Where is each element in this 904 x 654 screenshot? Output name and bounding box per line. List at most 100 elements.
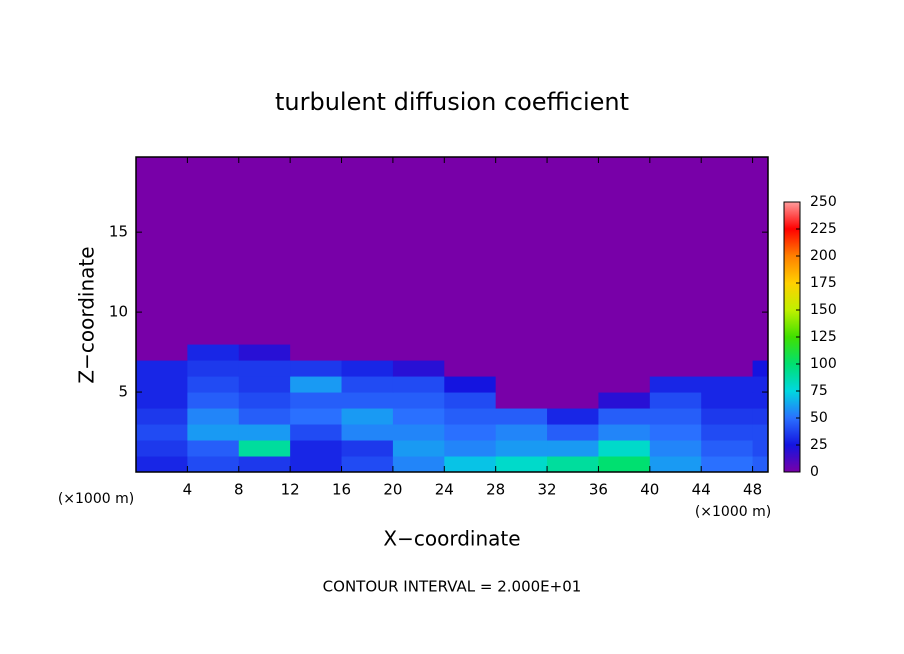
cell	[444, 456, 497, 473]
plot-frame	[135, 156, 769, 473]
cell	[444, 344, 497, 361]
cell	[290, 456, 343, 473]
cell	[649, 312, 702, 329]
cell	[238, 312, 291, 329]
colorbar-tick-label: 25	[810, 437, 828, 453]
cell	[495, 312, 548, 329]
colorbar-tick-label: 0	[810, 464, 819, 480]
cell	[187, 157, 240, 313]
x-tick-label: 4	[183, 481, 193, 499]
cell	[187, 344, 240, 361]
cell	[341, 408, 394, 425]
cell	[187, 328, 240, 345]
x-tick-label: 24	[435, 481, 454, 499]
cell	[341, 344, 394, 361]
cell	[444, 424, 497, 441]
cell	[136, 328, 188, 345]
cell	[547, 376, 599, 393]
x-unit: (×1000 m)	[58, 491, 134, 507]
cell	[341, 157, 394, 313]
cell	[290, 424, 343, 441]
cell	[238, 157, 291, 313]
cell	[495, 408, 548, 425]
cell	[341, 328, 394, 345]
x-tick-label: 36	[589, 481, 608, 499]
cell	[598, 408, 651, 425]
cell	[752, 456, 769, 473]
cell	[547, 392, 599, 409]
cell	[444, 360, 497, 377]
cell	[290, 440, 343, 457]
cell	[187, 312, 240, 329]
cell	[701, 360, 754, 377]
colorbar-tick-label: 75	[810, 383, 828, 399]
cell	[752, 440, 769, 457]
cell	[752, 312, 769, 329]
cell	[598, 440, 651, 457]
cell	[649, 424, 702, 441]
cell	[341, 456, 394, 473]
cell	[547, 328, 599, 345]
cell	[495, 157, 548, 313]
cell	[238, 408, 291, 425]
colorbar-tick-label: 125	[810, 329, 837, 345]
cell	[187, 440, 240, 457]
cell	[136, 392, 188, 409]
cell	[290, 392, 343, 409]
cell	[649, 440, 702, 457]
cell	[495, 360, 548, 377]
cell	[752, 328, 769, 345]
cell	[752, 157, 769, 313]
cell	[495, 344, 548, 361]
cell	[495, 392, 548, 409]
cell	[701, 456, 754, 473]
cell	[392, 376, 445, 393]
cell	[752, 392, 769, 409]
contour-note: CONTOUR INTERVAL = 2.000E+01	[323, 578, 582, 596]
cell	[752, 344, 769, 361]
cell	[495, 440, 548, 457]
cell	[290, 312, 343, 329]
cell	[547, 424, 599, 441]
cell	[392, 328, 445, 345]
cell	[341, 424, 394, 441]
cell	[392, 392, 445, 409]
cell	[701, 440, 754, 457]
cell	[598, 360, 651, 377]
cell	[392, 456, 445, 473]
cell	[290, 344, 343, 361]
cell	[752, 360, 769, 377]
cell	[136, 376, 188, 393]
cell	[649, 456, 702, 473]
cell	[701, 376, 754, 393]
x-tick-label: 40	[640, 481, 659, 499]
x-axis-label: X−coordinate	[383, 527, 520, 551]
cell	[392, 360, 445, 377]
cell	[341, 360, 394, 377]
cell	[136, 360, 188, 377]
cell	[752, 376, 769, 393]
cell	[187, 376, 240, 393]
cell	[495, 328, 548, 345]
x-tick-label: 44	[692, 481, 711, 499]
cell	[444, 376, 497, 393]
cell	[598, 312, 651, 329]
y-tick-label: 5	[118, 383, 128, 401]
x-unit: (×1000 m)	[695, 504, 771, 520]
colorbar-tick-label: 50	[810, 410, 828, 426]
cell	[598, 456, 651, 473]
cell	[444, 328, 497, 345]
cell	[238, 344, 291, 361]
x-tick-label: 12	[281, 481, 300, 499]
colorbar-tick-label: 225	[810, 221, 837, 237]
cell	[649, 344, 702, 361]
cell	[392, 440, 445, 457]
cell	[290, 157, 343, 313]
cell	[238, 360, 291, 377]
cell	[341, 440, 394, 457]
chart-title: turbulent diffusion coefficient	[275, 88, 629, 116]
colorbar-tick-label: 250	[810, 194, 837, 210]
cell	[136, 456, 188, 473]
cell	[238, 328, 291, 345]
